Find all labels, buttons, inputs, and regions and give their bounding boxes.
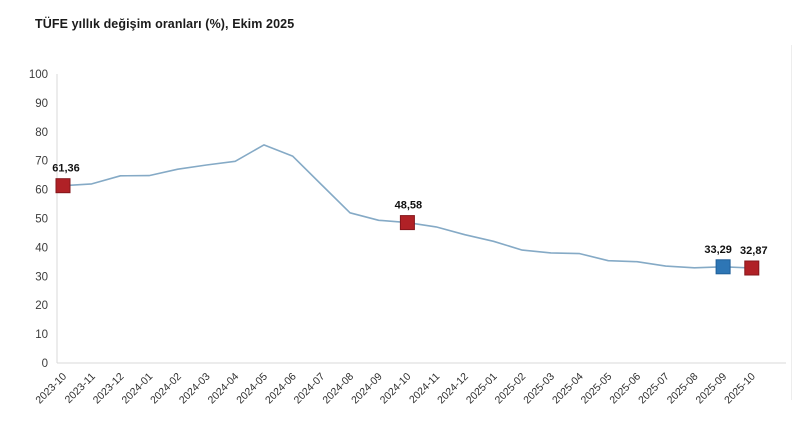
y-tick-label: 100 <box>29 69 48 81</box>
y-tick-label: 0 <box>42 358 48 370</box>
data-point-marker <box>399 215 415 231</box>
y-tick-label: 10 <box>35 329 48 341</box>
y-tick-label: 40 <box>35 242 48 254</box>
y-tick-label: 80 <box>35 127 48 139</box>
data-point-marker <box>715 259 731 275</box>
x-tick-label: 2024-10 <box>378 371 414 407</box>
y-tick-label: 20 <box>35 300 48 312</box>
data-point-label: 61,36 <box>52 163 80 175</box>
chart-title: TÜFE yıllık değişim oranları (%), Ekim 2… <box>35 17 295 31</box>
data-point-label: 33,29 <box>704 244 732 256</box>
data-point-marker <box>744 260 760 276</box>
x-tick-label: 2025-10 <box>722 371 758 407</box>
y-tick-label: 70 <box>35 156 48 168</box>
data-point-label: 32,87 <box>740 245 768 257</box>
x-tick-label: 2023-10 <box>33 371 69 407</box>
y-tick-label: 60 <box>35 185 48 197</box>
y-tick-label: 90 <box>35 98 48 110</box>
y-tick-label: 50 <box>35 214 48 226</box>
data-point-label: 48,58 <box>395 200 423 212</box>
y-tick-label: 30 <box>35 271 48 283</box>
data-point-marker <box>55 178 71 194</box>
